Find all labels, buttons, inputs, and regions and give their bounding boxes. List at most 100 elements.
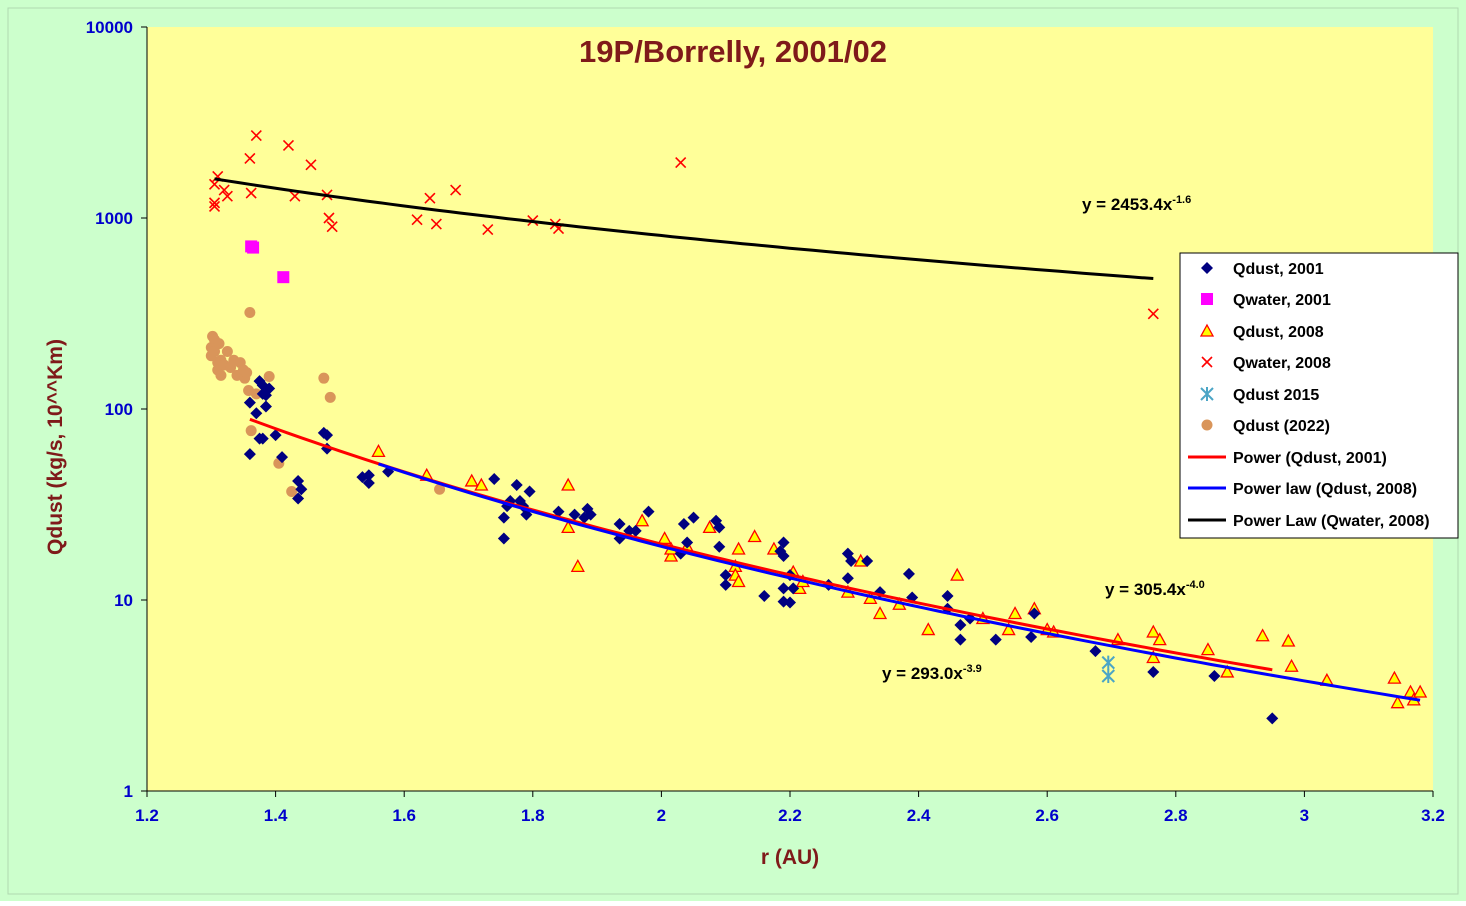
point-qdust-2008: [1146, 624, 1161, 638]
point-qdust-2015: [1101, 655, 1115, 670]
point-qdust-2015: [1101, 669, 1115, 684]
point-qdust-2022: [286, 485, 298, 497]
y-tick-label: 100: [105, 400, 133, 419]
legend-entry-qdust-2001: Qdust, 2001: [1233, 261, 1324, 278]
point-qdust-2008: [1200, 642, 1216, 656]
point-qdust-2001: [777, 536, 790, 549]
point-qdust-2008: [950, 567, 965, 581]
point-qdust-2001: [578, 511, 591, 524]
point-qdust-2001: [1208, 670, 1221, 683]
point-qdust-2022: [263, 370, 275, 382]
equation-qwater-2008: y = 2453.4x-1.6: [1082, 194, 1191, 214]
point-qdust-2001: [902, 567, 915, 580]
x-axis-label: r (AU): [761, 846, 819, 869]
legend-entry-qdust-2022: Qdust (2022): [1233, 418, 1330, 435]
point-qdust-2008: [1146, 650, 1161, 664]
x-tick-label: 2: [657, 806, 666, 825]
point-qdust-2001: [243, 396, 256, 409]
x-tick-label: 3.2: [1421, 806, 1445, 825]
legend-symbol-qdust-2001: [1201, 262, 1213, 274]
point-qwater-2008: [326, 221, 338, 233]
point-qdust-2001: [941, 589, 954, 602]
point-qdust-2008: [464, 473, 479, 487]
point-qdust-2022: [244, 307, 256, 319]
point-qwater-2008: [450, 184, 462, 196]
chart-title: 19P/Borrelly, 2001/02: [579, 34, 887, 69]
y-tick-label: 1000: [95, 209, 133, 228]
point-qdust-2008: [570, 559, 585, 573]
point-qwater-2008: [218, 184, 230, 196]
point-qdust-2001: [259, 400, 272, 413]
point-qwater-2008: [411, 214, 423, 226]
point-qdust-2008: [702, 520, 717, 534]
point-qdust-2022: [324, 391, 336, 403]
point-qdust-2008: [1255, 628, 1270, 642]
point-qdust-2022: [213, 338, 225, 350]
x-tick-label: 1.4: [264, 806, 288, 825]
point-qwater-2008: [482, 223, 494, 236]
point-qdust-2008: [921, 622, 936, 636]
equation-qdust-2008: y = 305.4x-4.0: [1105, 579, 1205, 599]
point-qdust-2008: [635, 513, 650, 527]
point-qdust-2008: [1220, 664, 1235, 678]
point-qdust-2001: [523, 485, 536, 498]
point-qdust-2001: [787, 582, 800, 595]
point-qdust-2001: [1025, 631, 1038, 644]
equation-qdust-2001: y = 293.0x-3.9: [882, 663, 982, 683]
point-qwater-2008: [208, 178, 221, 190]
point-qdust-2001: [954, 618, 967, 631]
point-qdust-2001: [713, 521, 726, 534]
legend-entry-fit-qwater-2008: Power Law (Qwater, 2008): [1233, 513, 1430, 530]
point-qdust-2001: [295, 483, 308, 496]
point-qdust-2001: [243, 448, 256, 461]
point-qdust-2001: [642, 505, 655, 518]
point-qdust-2001: [510, 479, 523, 492]
point-qdust-2008: [1281, 633, 1296, 647]
legend-entry-fit-qdust-2008: Power law (Qdust, 2008): [1233, 481, 1417, 498]
point-qdust-2022: [221, 346, 233, 358]
point-qdust-2001: [777, 549, 790, 562]
point-qdust-2022: [318, 372, 330, 384]
point-qdust-2001: [250, 407, 263, 420]
point-qdust-2001: [292, 492, 305, 505]
x-tick-label: 2.4: [907, 806, 931, 825]
point-qdust-2001: [362, 476, 375, 489]
point-qwater-2008: [208, 200, 221, 212]
point-qdust-2001: [954, 633, 967, 646]
y-tick-label: 10: [114, 591, 133, 610]
point-qdust-2022: [241, 367, 253, 379]
point-qdust-2001: [719, 578, 732, 591]
point-qdust-2001: [552, 505, 565, 518]
point-qwater-2008: [250, 130, 262, 142]
series-qdust-2015: [1101, 655, 1115, 684]
point-qdust-2001: [497, 532, 510, 545]
point-qdust-2001: [758, 589, 771, 602]
series-qdust-2001: [243, 375, 1279, 725]
point-qdust-2001: [1028, 607, 1041, 620]
point-qdust-2001: [263, 382, 276, 395]
point-qdust-2001: [784, 596, 796, 609]
point-qdust-2001: [861, 555, 874, 568]
point-qdust-2008: [663, 548, 679, 562]
point-qdust-2008: [1413, 684, 1428, 698]
point-qwater-2008: [323, 212, 335, 224]
legend-entry-qwater-2001: Qwater, 2001: [1233, 292, 1331, 309]
y-axis-label: Qdust (kg/s, 10^^Km): [44, 339, 67, 555]
point-qwater-2001: [247, 241, 260, 254]
point-qdust-2001: [1266, 712, 1279, 725]
x-tick-label: 2.2: [778, 806, 802, 825]
x-tick-label: 3: [1300, 806, 1309, 825]
legend-entry-qdust-2008: Qdust, 2008: [1233, 324, 1324, 341]
point-qdust-2001: [1089, 645, 1102, 658]
legend-symbol-qdust-2022: [1201, 419, 1213, 431]
point-qdust-2008: [1284, 658, 1299, 672]
point-qdust-2001: [629, 524, 642, 537]
point-qdust-2008: [474, 477, 489, 491]
x-tick-label: 1.8: [521, 806, 545, 825]
legend: Qdust, 2001 Qwater, 2001 Qdust, 2008 Qwa…: [1179, 252, 1459, 539]
point-qdust-2001: [269, 429, 282, 442]
point-qwater-2008: [221, 190, 233, 202]
point-qwater-2008: [305, 159, 317, 171]
y-tick-label: 1: [124, 782, 133, 801]
point-qdust-2001: [841, 572, 854, 585]
